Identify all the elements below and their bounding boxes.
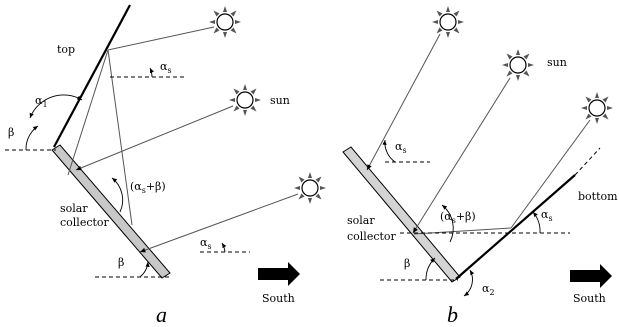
angle-arc [25, 125, 39, 151]
sun-icon [501, 48, 535, 82]
sun-ray [107, 26, 215, 51]
collector-label-line1: solar [60, 202, 88, 215]
angle-arc [221, 242, 227, 253]
beta-label: β [404, 257, 410, 270]
south-arrow-icon [258, 262, 300, 286]
top-line-a [53, 4, 131, 148]
south-label: South [262, 292, 295, 305]
sun-ray [139, 193, 299, 253]
sun-icon [580, 91, 614, 125]
sun-label: sun [547, 56, 567, 69]
collector-label-line1: solar [347, 214, 375, 227]
angle-arc [139, 261, 150, 278]
alpha-1-label: α1 [35, 94, 48, 109]
solar-collector-b [342, 146, 461, 283]
top-label: top [57, 43, 75, 56]
angle-arc [111, 177, 124, 213]
sun-label: sun [270, 94, 290, 107]
alpha-s-label: αs [160, 60, 172, 75]
angle-arc [425, 257, 436, 281]
sun-ray [107, 49, 133, 226]
panel-caption-b: b [447, 302, 458, 327]
sun-ray [366, 33, 441, 171]
beta-label: β [118, 256, 124, 269]
angle-arc [441, 204, 454, 243]
angle-arc [463, 269, 475, 297]
alpha-2-label: α2 [482, 282, 495, 297]
alpha-s-label: αs [395, 140, 407, 155]
alpha-s-label: αs [200, 236, 212, 251]
sun-icon [431, 5, 465, 39]
collector-label-line2: collector [60, 216, 110, 229]
south-label: South [573, 292, 606, 305]
panel-b: αs sun (αs+β) solar collector αs bottom … [342, 5, 618, 327]
sum-angle-label: (αs+β) [440, 210, 476, 225]
bottom-label: bottom [578, 190, 618, 203]
collector-label-line2: collector [347, 230, 397, 243]
sun-ray [75, 105, 234, 171]
sun-icon [293, 171, 327, 205]
beta-label: β [8, 126, 14, 139]
alpha-s-label: αs [541, 208, 553, 223]
sun-icon [208, 5, 242, 39]
sun-ray [412, 77, 511, 234]
angle-arc [149, 67, 154, 78]
bottom-line-b [455, 174, 576, 280]
sum-angle-label: (αs+β) [130, 180, 166, 195]
angle-arc [29, 94, 83, 119]
sun-ray [67, 49, 109, 176]
solar-collector-a [51, 144, 171, 279]
sun-ray [510, 119, 591, 229]
angle-arc [532, 211, 541, 234]
sun-icon [228, 83, 262, 117]
south-arrow-icon [570, 264, 612, 288]
angle-arc [382, 139, 396, 163]
panel-a: top sun αs α1 β (αs+β) solar collector α… [5, 4, 327, 327]
bottom-line-b-dash [574, 147, 601, 176]
panel-caption-a: a [156, 302, 167, 327]
